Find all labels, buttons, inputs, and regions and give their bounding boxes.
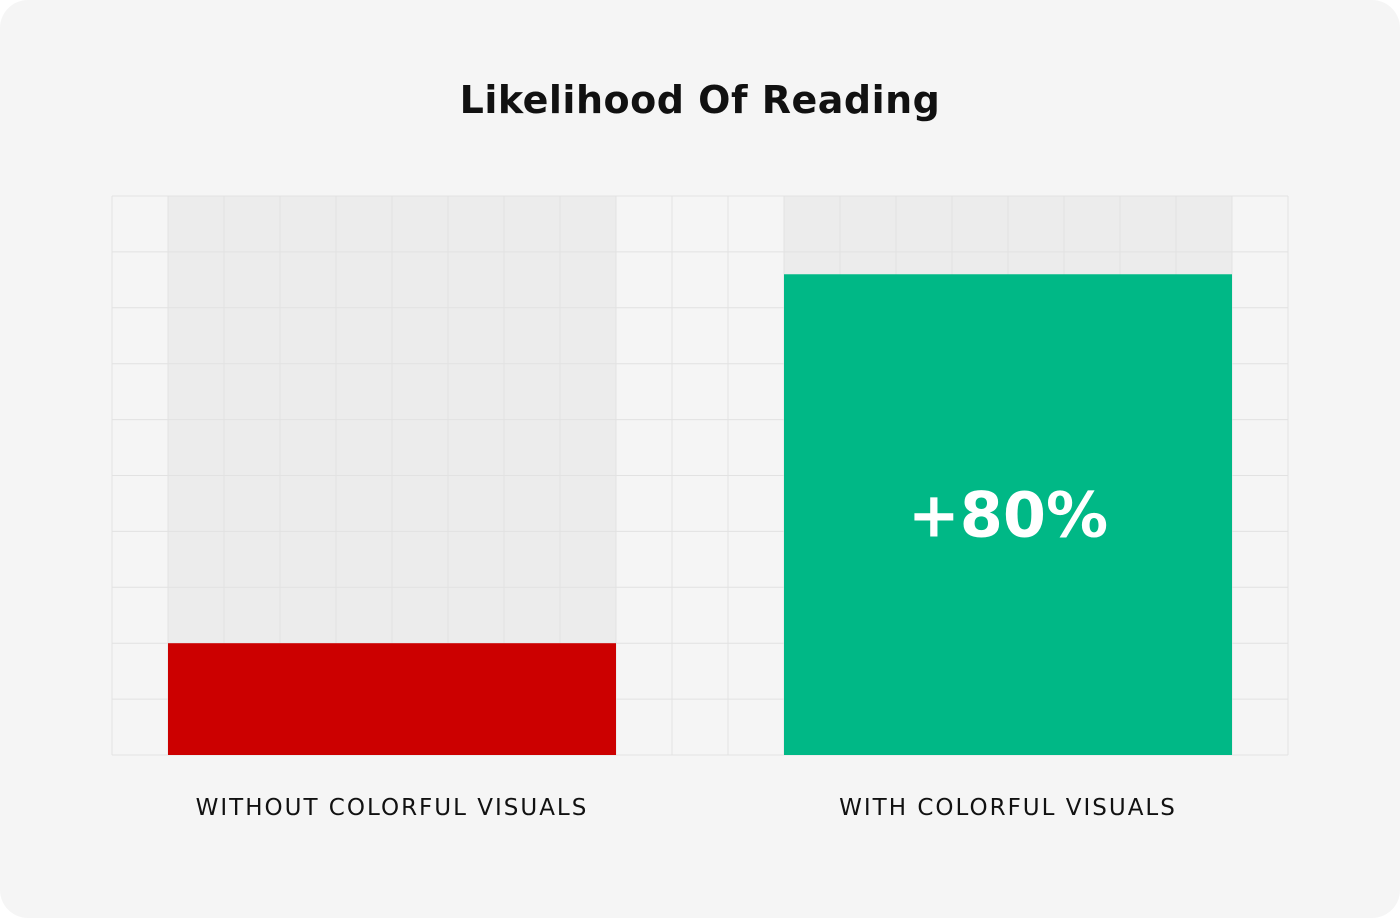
category-label-1: WITHOUT COLORFUL VISUALS: [196, 795, 589, 821]
bar-1: [168, 643, 616, 755]
bar-data-label-2: +80%: [908, 479, 1108, 552]
labels: WITHOUT COLORFUL VISUALS +80% WITH COLORFU…: [196, 479, 1177, 821]
chart-title: Likelihood Of Reading: [459, 78, 941, 122]
bar-2: [784, 274, 1232, 755]
category-label-2: WITH COLORFUL VISUALS: [839, 795, 1177, 821]
bars: [168, 274, 1232, 755]
